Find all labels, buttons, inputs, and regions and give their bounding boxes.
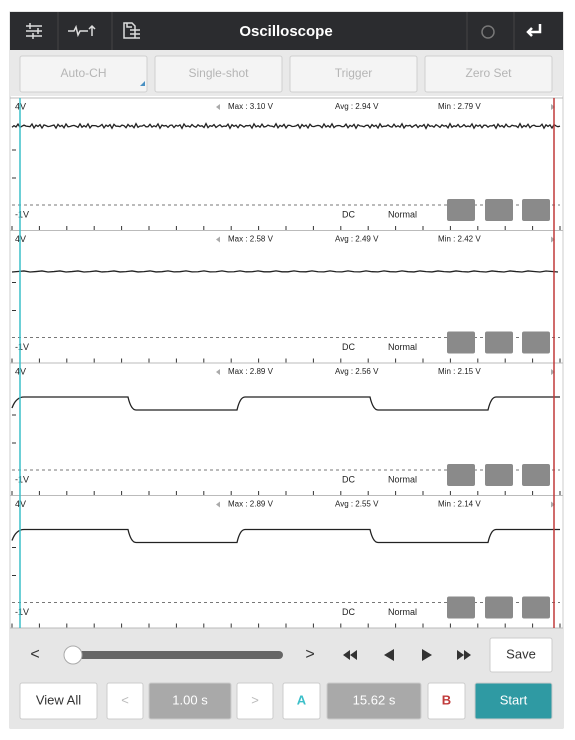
scale-bottom: -1V (15, 342, 29, 352)
view-all-button[interactable] (19, 682, 98, 720)
stat-avg: Avg : 2.94 V (335, 102, 379, 111)
stat-min: Min : 2.42 V (438, 235, 481, 244)
mode-button-label: Zero Set (465, 66, 512, 80)
channel-tool[interactable] (447, 331, 475, 354)
stat-avg: Avg : 2.55 V (335, 500, 379, 509)
step-next-button[interactable] (236, 682, 274, 720)
channel-tool[interactable] (447, 596, 475, 619)
play[interactable] (422, 649, 432, 661)
stat-max: Max : 3.10 V (228, 102, 274, 111)
start-label: Start (500, 692, 528, 707)
step-back[interactable] (384, 649, 394, 661)
save-button[interactable] (489, 637, 553, 673)
scroll-left[interactable]: < (30, 646, 39, 663)
stat-max: Max : 2.89 V (228, 500, 274, 509)
channel-tool[interactable] (447, 199, 475, 221)
dropdown-corner (140, 81, 145, 86)
step-prev-label: < (121, 692, 129, 707)
waveform (11, 270, 559, 273)
trigger-mode: Normal (388, 474, 417, 484)
slider-knob[interactable] (63, 645, 83, 665)
coupling: DC (342, 342, 355, 352)
scale-bottom: -1V (15, 474, 29, 484)
stat-marker (551, 501, 555, 508)
scale-bottom: -1V (15, 607, 29, 617)
scroll-right[interactable]: > (305, 646, 314, 663)
mode-button-label: Trigger (335, 66, 373, 80)
cursor-b-label: B (442, 692, 451, 707)
step-next-label: > (251, 692, 259, 707)
channel-tool[interactable] (522, 331, 550, 354)
stat-avg: Avg : 2.49 V (335, 235, 379, 244)
channel-tool[interactable] (485, 331, 513, 354)
scale-bottom: -1V (15, 209, 29, 219)
waveform (11, 528, 560, 544)
stat-avg: Avg : 2.56 V (335, 367, 379, 376)
trigger-mode: Normal (388, 342, 417, 352)
mode-button-label: Auto-CH (60, 66, 106, 80)
stat-max: Max : 2.89 V (228, 367, 274, 376)
stat-marker (216, 369, 220, 375)
channel-tool[interactable] (447, 464, 475, 486)
stat-marker (216, 501, 220, 508)
title: Oscilloscope (239, 23, 332, 40)
stat-min: Min : 2.79 V (438, 102, 481, 111)
cursor-b-button[interactable] (427, 682, 466, 720)
stat-min: Min : 2.14 V (438, 500, 481, 509)
mode-button-label: Single-shot (188, 66, 249, 80)
channel-tool[interactable] (522, 199, 550, 221)
mode-button[interactable] (154, 55, 283, 93)
rewind[interactable] (343, 650, 357, 660)
cursor-a-label: A (297, 692, 307, 707)
header-bar (10, 12, 563, 50)
channel-tool[interactable] (485, 596, 513, 619)
slider-track (65, 651, 283, 659)
channel-tool[interactable] (485, 464, 513, 486)
coupling: DC (342, 607, 355, 617)
span-button[interactable] (326, 682, 422, 720)
view-all-label: View All (36, 692, 81, 707)
save-label: Save (506, 646, 536, 661)
channel-tool[interactable] (522, 596, 550, 619)
start-button[interactable] (474, 682, 553, 720)
waveform (11, 122, 561, 130)
channel-tool[interactable] (522, 464, 550, 486)
step-label: 1.00 s (172, 692, 208, 707)
trigger-mode: Normal (388, 209, 417, 219)
stat-marker (551, 369, 555, 375)
cursor-a-button[interactable] (282, 682, 321, 720)
header-icons (26, 22, 542, 39)
mode-button[interactable] (424, 55, 553, 93)
step-prev-button[interactable] (106, 682, 144, 720)
coupling: DC (342, 209, 355, 219)
mode-button[interactable] (19, 55, 148, 93)
fast-forward[interactable] (457, 650, 471, 660)
stat-marker (216, 104, 220, 110)
stat-marker (551, 236, 555, 243)
mode-button[interactable] (289, 55, 418, 93)
stat-max: Max : 2.58 V (228, 235, 274, 244)
stat-min: Min : 2.15 V (438, 367, 481, 376)
step-button[interactable] (148, 682, 232, 720)
waveform (11, 396, 560, 411)
channel-tool[interactable] (485, 199, 513, 221)
stat-marker (551, 104, 555, 110)
span-label: 15.62 s (353, 692, 396, 707)
coupling: DC (342, 474, 355, 484)
stat-marker (216, 236, 220, 243)
trigger-mode: Normal (388, 607, 417, 617)
